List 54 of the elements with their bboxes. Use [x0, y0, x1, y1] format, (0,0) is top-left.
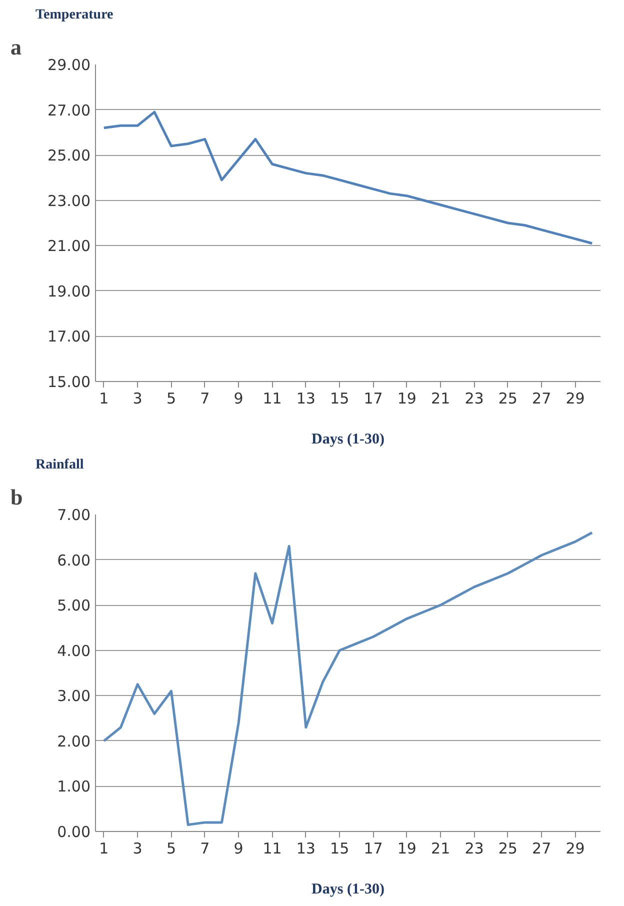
- x-tick-label: 7: [200, 390, 210, 408]
- x-tick-label: 3: [132, 840, 142, 858]
- y-tick-label: 15.00: [48, 373, 91, 391]
- x-tick-label: 29: [566, 840, 585, 858]
- y-tick-label: 29.00: [48, 56, 91, 74]
- x-tick-label: 11: [262, 390, 282, 408]
- x-axis-title: Days (1-30): [312, 432, 384, 448]
- line-series: [102, 110, 594, 245]
- x-tick-label: 21: [431, 840, 450, 858]
- x-tick-label: 15: [330, 390, 350, 408]
- y-tick-label: 1.00: [57, 778, 91, 796]
- y-tick-label: 19.00: [48, 282, 91, 300]
- x-tick-label: 21: [431, 390, 450, 408]
- x-tick-label: 17: [364, 840, 383, 858]
- y-tick-label: 7.00: [57, 506, 91, 524]
- x-tick-label: 15: [330, 840, 350, 858]
- x-tick-label: 3: [132, 390, 142, 408]
- x-axis-title: Days (1-30): [312, 882, 384, 898]
- x-tick-label: 7: [200, 840, 210, 858]
- x-tick-label: 1: [99, 390, 109, 408]
- x-tick-label: 19: [397, 390, 416, 408]
- x-tick-label: 27: [532, 840, 552, 858]
- x-tick-label: 17: [364, 390, 383, 408]
- x-tick-label: 19: [397, 840, 416, 858]
- x-tick-label: 23: [464, 390, 484, 408]
- text: b: [10, 484, 23, 510]
- x-tick-label: 13: [296, 390, 316, 408]
- x-tick-label: 11: [262, 840, 282, 858]
- y-tick-label: 27.00: [48, 101, 91, 120]
- text: a: [10, 34, 22, 60]
- x-tick-label: 27: [532, 390, 552, 408]
- x-tick-label: 5: [166, 390, 176, 408]
- x-tick-label: 25: [498, 390, 518, 408]
- y-tick-label: 0.00: [57, 823, 91, 841]
- x-tick-label: 29: [566, 390, 585, 408]
- y-tick-label: 23.00: [48, 192, 91, 210]
- y-tick-label: 4.00: [57, 642, 91, 660]
- y-tick-label: 3.00: [57, 687, 91, 706]
- line-series: [102, 531, 594, 826]
- y-tick-label: 2.00: [57, 732, 91, 750]
- y-tick-label: 5.00: [57, 596, 91, 615]
- x-tick-label: 25: [498, 840, 518, 858]
- y-tick-label: 25.00: [48, 146, 91, 165]
- chart-title: Rainfall: [36, 458, 84, 472]
- y-tick-label: 21.00: [48, 237, 91, 256]
- x-tick-label: 9: [234, 390, 244, 408]
- y-tick-label: 17.00: [48, 328, 91, 346]
- x-tick-label: 1: [99, 840, 109, 858]
- x-tick-label: 23: [464, 840, 484, 858]
- chart-title: Temperature: [36, 8, 114, 22]
- x-tick-label: 5: [166, 840, 176, 858]
- y-tick-label: 6.00: [57, 551, 91, 570]
- x-tick-label: 9: [234, 840, 244, 858]
- x-tick-label: 13: [296, 840, 316, 858]
